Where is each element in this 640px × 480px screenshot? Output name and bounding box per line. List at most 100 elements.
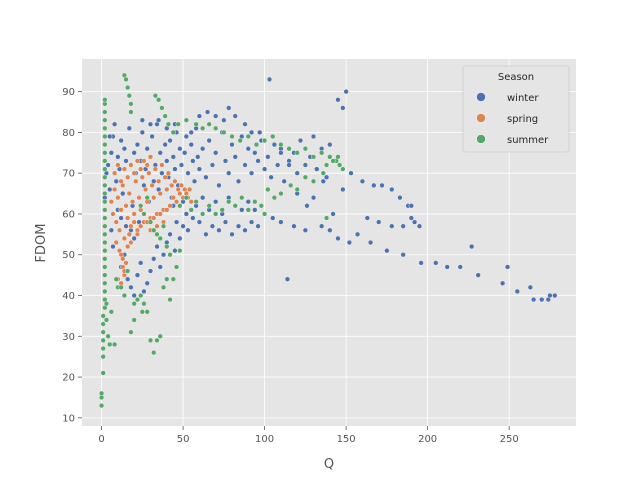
data-point-summer	[162, 113, 168, 119]
data-point-summer	[262, 137, 268, 144]
data-point-summer	[100, 321, 106, 327]
data-point-summer	[100, 370, 106, 376]
data-point-winter	[245, 199, 251, 205]
data-point-summer	[128, 109, 134, 115]
data-point-summer	[221, 129, 227, 136]
data-point-summer	[170, 129, 176, 136]
data-point-winter	[177, 146, 183, 152]
data-point-summer	[102, 174, 108, 180]
data-point-winter	[275, 162, 281, 168]
x-tick-label: 150	[337, 434, 356, 445]
legend-label-spring: spring	[507, 114, 538, 125]
data-point-summer	[206, 121, 212, 127]
data-point-summer	[294, 150, 300, 156]
data-point-spring	[131, 170, 137, 176]
data-point-winter	[371, 182, 377, 189]
data-point-winter	[304, 203, 310, 209]
data-point-winter	[222, 219, 229, 225]
data-point-winter	[191, 178, 198, 184]
data-point-summer	[126, 93, 132, 99]
data-point-summer	[159, 105, 165, 111]
data-point-winter	[418, 260, 424, 266]
data-point-winter	[286, 162, 292, 168]
data-point-winter	[139, 117, 145, 123]
data-point-summer	[319, 150, 325, 156]
data-point-winter	[297, 137, 304, 144]
data-point-winter	[196, 113, 202, 119]
data-point-summer	[175, 121, 181, 127]
data-point-winter	[302, 162, 308, 168]
data-point-winter	[167, 231, 173, 237]
data-point-winter	[160, 252, 167, 258]
data-point-winter	[359, 178, 366, 184]
data-point-winter	[108, 227, 114, 233]
data-point-winter	[354, 231, 361, 237]
data-point-summer	[335, 154, 341, 160]
data-point-winter	[162, 142, 168, 148]
data-point-winter	[457, 264, 463, 270]
data-point-summer	[108, 309, 114, 315]
data-point-summer	[102, 264, 108, 270]
data-point-winter	[527, 284, 533, 290]
data-point-summer	[152, 93, 158, 99]
data-point-spring	[138, 223, 144, 229]
data-point-spring	[157, 211, 163, 217]
data-point-winter	[265, 154, 271, 160]
data-point-winter	[271, 142, 277, 148]
y-tick-label: 60	[62, 209, 75, 220]
data-point-summer	[323, 162, 330, 168]
data-point-spring	[173, 199, 180, 205]
data-point-summer	[160, 223, 167, 229]
data-point-spring	[131, 211, 137, 217]
data-point-summer	[100, 354, 106, 360]
data-point-spring	[134, 158, 141, 164]
data-point-summer	[310, 154, 317, 160]
data-point-winter	[367, 239, 374, 246]
data-point-summer	[102, 97, 108, 103]
data-point-summer	[112, 341, 118, 348]
data-point-winter	[364, 215, 370, 221]
data-point-spring	[177, 190, 183, 197]
data-point-winter	[408, 203, 414, 209]
data-point-winter	[444, 264, 450, 270]
data-point-winter	[203, 174, 209, 180]
y-tick-label: 40	[62, 291, 75, 302]
data-point-summer	[193, 121, 199, 127]
data-point-winter	[500, 280, 506, 286]
data-point-summer	[102, 215, 108, 221]
data-point-summer	[138, 203, 144, 209]
data-point-spring	[147, 154, 154, 160]
data-point-spring	[136, 195, 142, 201]
data-point-winter	[177, 235, 183, 242]
data-point-winter	[235, 178, 242, 184]
data-point-spring	[139, 174, 145, 180]
data-point-winter	[144, 280, 150, 286]
data-point-spring	[125, 174, 131, 180]
data-point-spring	[157, 190, 163, 197]
data-point-winter	[131, 292, 137, 299]
data-point-winter	[552, 292, 558, 299]
data-point-winter	[149, 133, 155, 140]
data-point-winter	[266, 76, 273, 82]
y-tick-label: 30	[62, 332, 75, 343]
data-point-winter	[229, 231, 235, 237]
data-point-winter	[172, 166, 178, 172]
data-point-winter	[433, 260, 439, 266]
data-point-summer	[123, 76, 129, 82]
data-point-summer	[164, 243, 170, 250]
data-point-winter	[159, 170, 165, 176]
data-point-summer	[102, 248, 108, 254]
data-point-spring	[112, 186, 118, 193]
data-point-winter	[196, 219, 202, 225]
data-point-winter	[185, 227, 191, 233]
data-point-spring	[116, 227, 123, 233]
data-point-winter	[319, 223, 325, 229]
data-point-winter	[121, 146, 127, 152]
data-point-summer	[154, 231, 160, 237]
data-point-winter	[255, 223, 261, 229]
data-point-spring	[121, 166, 127, 172]
data-point-summer	[237, 137, 243, 144]
data-point-winter	[248, 170, 255, 176]
